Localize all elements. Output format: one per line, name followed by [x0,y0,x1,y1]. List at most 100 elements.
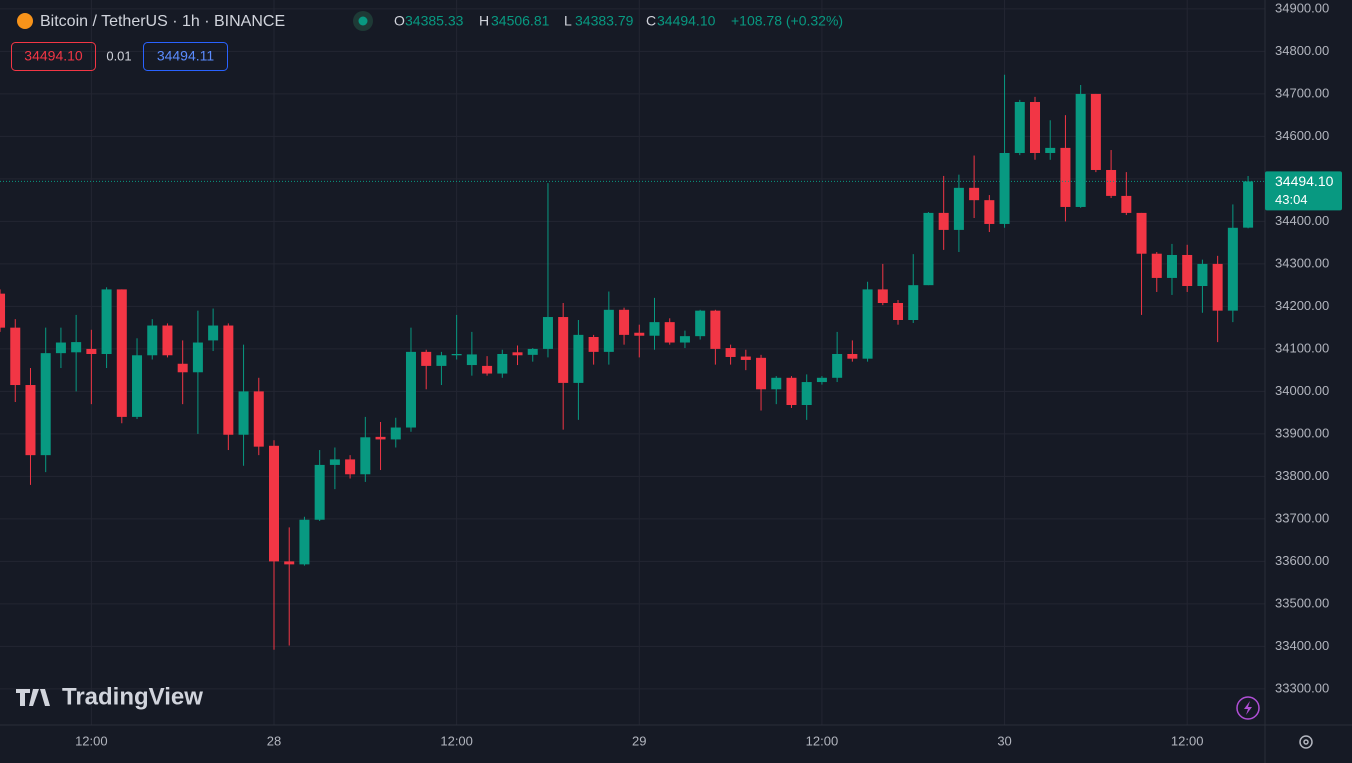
lightning-glyph [1244,701,1252,715]
candle-body [345,459,356,475]
y-tick-label: 33600.00 [1275,553,1329,568]
candle-body [0,293,6,328]
y-tick-label: 33900.00 [1275,425,1329,440]
candle-body [497,354,508,374]
y-tick-label: 33700.00 [1275,510,1329,525]
candle-body [421,351,432,366]
buy-button[interactable] [143,42,228,71]
candle-body [771,377,782,390]
candle-body [969,187,980,201]
plot [0,0,1265,725]
sell-price: 34494.10 [24,48,83,64]
candle-body [1166,254,1177,278]
candle-body [634,332,645,336]
candle-body [405,351,416,428]
watermark: TradingView [62,683,203,710]
lightning-icon[interactable] [1236,696,1260,720]
y-tick-label: 34300.00 [1275,255,1329,270]
candle-body [984,200,995,224]
candle-body [1227,227,1238,311]
candle-body [893,303,904,321]
candle-body [238,391,249,435]
candle-body [1243,181,1254,228]
candle-body [253,391,264,447]
x-tick-label: 29 [632,733,646,748]
candle-body [101,289,112,355]
y-tick-label: 34200.00 [1275,298,1329,313]
candle-body [1090,93,1101,170]
status-dot [358,16,368,26]
candle-body [1106,169,1117,196]
sell-button[interactable] [11,42,96,71]
y-tick-label: 33500.00 [1275,595,1329,610]
candle-body [223,325,234,435]
candle-body [573,334,584,383]
candle-body [71,342,82,353]
y-tick-label: 34400.00 [1275,213,1329,228]
candle-body [908,285,919,321]
candle-body [832,354,843,378]
last-price-box [1265,171,1342,211]
candle-body [603,309,614,352]
candle-body [649,322,660,336]
candle-body [482,365,493,374]
candle-body [116,289,127,417]
candle-body [466,354,477,366]
y-tick-label: 34600.00 [1275,128,1329,143]
candle-body [132,355,143,417]
y-tick-label: 34900.00 [1275,0,1329,15]
candle-body [177,363,188,373]
symbol[interactable]: Bitcoin / TetherUS · 1h · BINANCE [40,13,285,30]
candle-body [801,382,812,405]
candle-body [25,385,36,456]
candle-body [1182,254,1193,287]
x-tick-label: 28 [267,733,281,748]
candle-body [679,336,690,343]
buy-price: 34494.11 [157,48,215,64]
spread: 0.01 [106,48,131,63]
candle-body [1014,101,1025,153]
candle-body [1060,147,1071,207]
candle-body [436,355,447,366]
candle-body [40,353,51,456]
candle-body [542,317,553,349]
candle-body [269,445,279,562]
candle-body [314,464,325,520]
y-tick-label: 33800.00 [1275,468,1329,483]
candle-body [999,152,1010,224]
candle-body [86,348,97,355]
candle-body [664,322,675,343]
countdown: 43:04 [1275,192,1308,207]
change: +108.78 (+0.32%) [731,13,843,29]
candle-body [55,342,66,354]
candle-body [619,309,630,335]
candle-body [695,310,706,337]
candle-body [1045,147,1056,153]
y-tick-label: 33400.00 [1275,638,1329,653]
candle-body [953,187,964,230]
settings-icon[interactable] [1299,735,1313,749]
candle-body [1121,195,1132,213]
candle-body [740,356,751,360]
candle-body [938,212,949,230]
candle-body [329,459,340,465]
y-tick-label: 34700.00 [1275,85,1329,100]
ohlc-label: H [479,13,489,29]
candle-body [147,325,158,356]
candle-body [1136,212,1147,254]
ohlc-value: 34494.10 [657,13,716,29]
candle-body [1151,253,1162,278]
candle-body [816,377,827,383]
candle-body [284,561,295,565]
candle-body [923,212,934,286]
candle-body [847,354,858,359]
candle-body [208,325,219,341]
candle-body [1212,263,1223,311]
candle-body [862,289,873,359]
candle-body [375,436,386,440]
ohlc-label: L [564,13,572,29]
ohlc-value: 34385.33 [405,13,464,29]
candle-body [1030,101,1040,153]
